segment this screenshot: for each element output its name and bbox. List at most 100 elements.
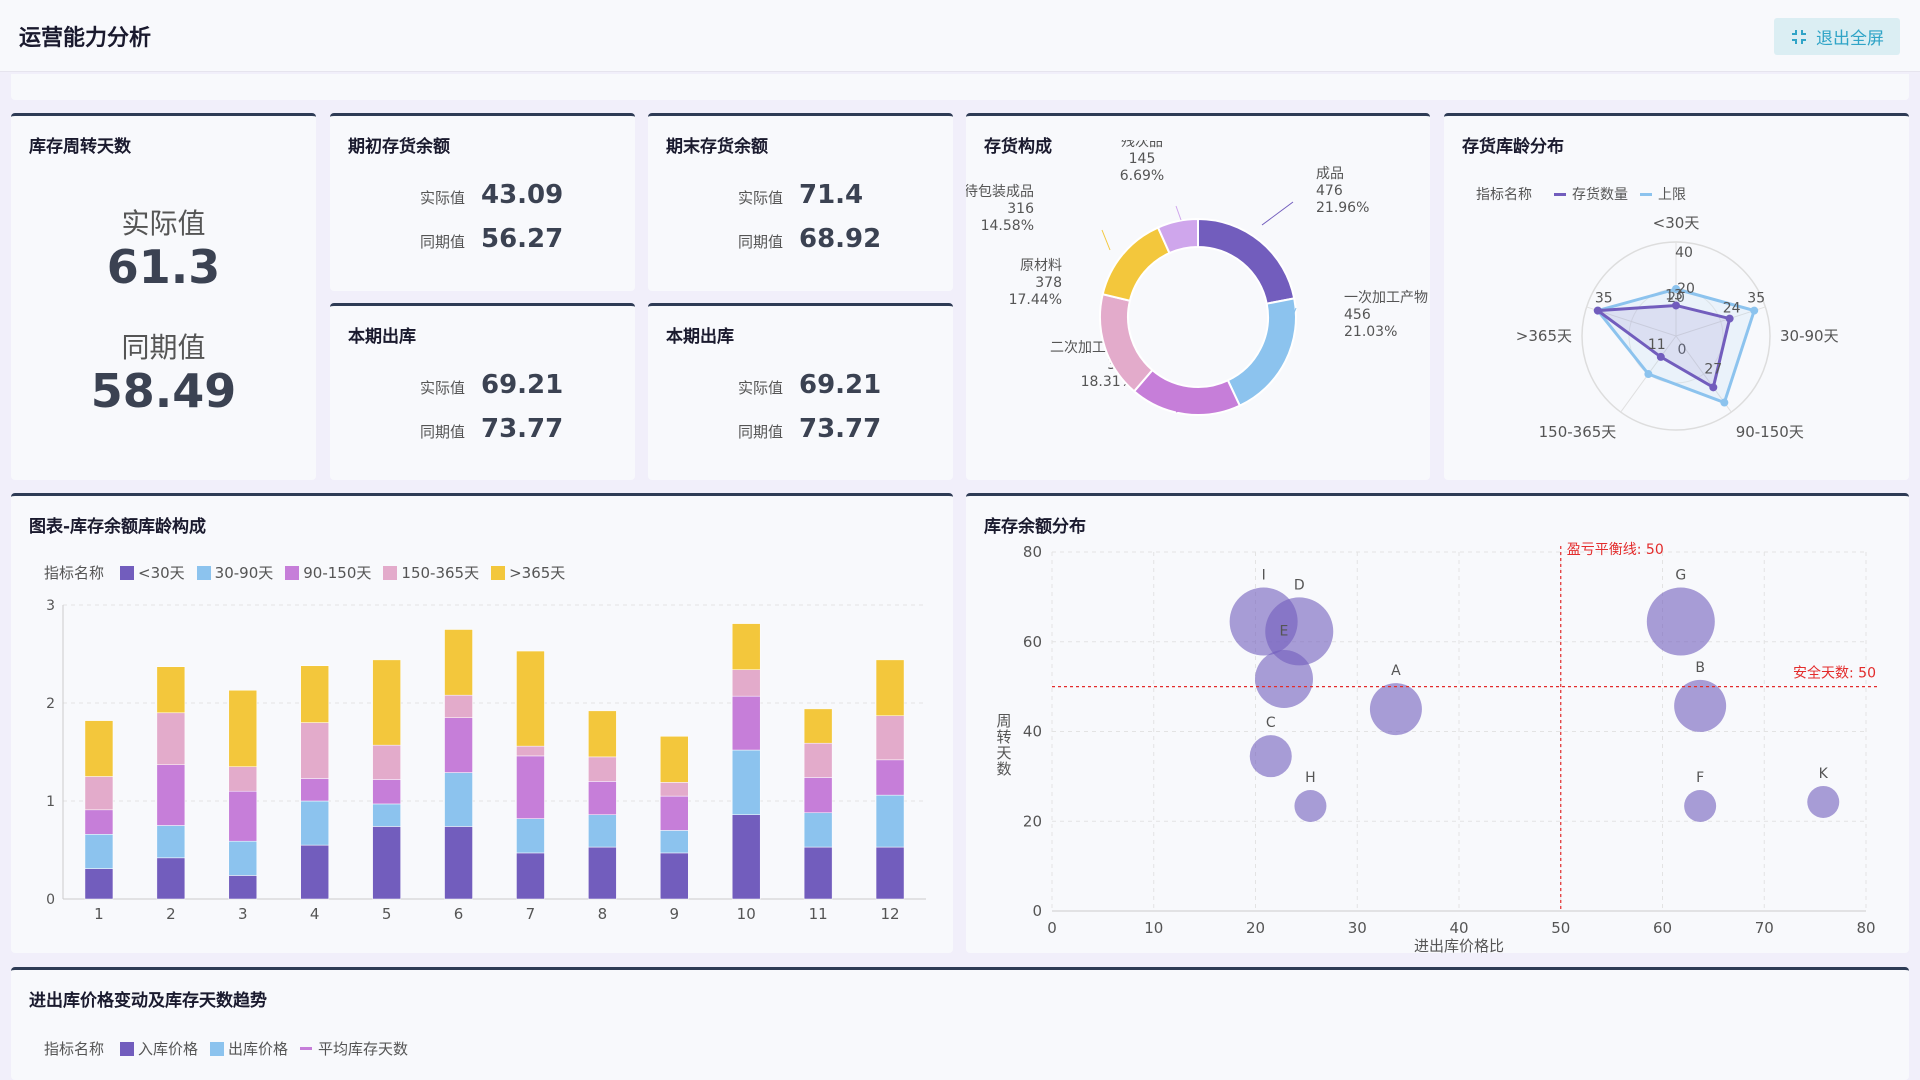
legend-item[interactable]: 出库价格 bbox=[210, 1038, 288, 1059]
bubble bbox=[1807, 785, 1840, 818]
y-tick-label: 1 bbox=[46, 794, 55, 810]
kpi-card: 本期出库 实际值 69.21 同期值 73.77 bbox=[648, 303, 953, 480]
legend-swatch-icon bbox=[383, 565, 398, 580]
bar-segment bbox=[660, 852, 689, 900]
legend-item[interactable]: <30天 bbox=[120, 562, 185, 583]
safety-days-label: 安全天数: 50 bbox=[1793, 665, 1876, 682]
y-tick-label: 40 bbox=[1023, 723, 1042, 741]
radar-axis-label: <30天 bbox=[1653, 214, 1700, 232]
x-tick-label: 3 bbox=[238, 905, 248, 923]
kpi-prior-label: 同期值 bbox=[737, 233, 783, 251]
bubble bbox=[1249, 735, 1292, 778]
kpi-actual-value: 69.21 bbox=[481, 370, 564, 400]
x-tick-label: 60 bbox=[1653, 919, 1672, 937]
radar-axis-label: 150-365天 bbox=[1539, 423, 1617, 441]
legend-line-icon bbox=[300, 1047, 313, 1050]
kpi-prior-row: 同期值 68.92 bbox=[648, 224, 953, 254]
x-tick-label: 8 bbox=[598, 905, 608, 923]
donut-label-value: 316 bbox=[1007, 201, 1034, 217]
kpi-prior-value: 73.77 bbox=[799, 414, 882, 444]
donut-leader-line bbox=[1103, 299, 1107, 331]
donut-label-value: 476 bbox=[1316, 183, 1343, 199]
bar-segment bbox=[228, 766, 258, 792]
x-axis-title: 进出库价格比 bbox=[1414, 937, 1504, 955]
radar-point bbox=[1644, 370, 1653, 379]
x-tick-label: 30 bbox=[1348, 919, 1367, 937]
radar-axis-label: 30-90天 bbox=[1780, 327, 1839, 345]
trend-card: 进出库价格变动及库存天数趋势 指标名称 入库价格 出库价格 平均库存天数 bbox=[11, 967, 1909, 1080]
bar-segment bbox=[228, 690, 258, 767]
kpi-prior-row: 同期值 73.77 bbox=[648, 414, 953, 444]
bar-segment bbox=[156, 712, 186, 765]
x-tick-label: 11 bbox=[809, 905, 828, 923]
x-tick-label: 20 bbox=[1246, 919, 1265, 937]
bar-segment bbox=[516, 745, 545, 757]
y-tick-label: 0 bbox=[46, 892, 55, 908]
bar-segment bbox=[731, 814, 761, 900]
bubble-label: G bbox=[1675, 568, 1686, 584]
bar-segment bbox=[660, 795, 689, 831]
bubble-label: H bbox=[1305, 770, 1316, 786]
bubble bbox=[1674, 679, 1727, 732]
y-axis-title: 周转天数 bbox=[996, 712, 1011, 778]
bubble-label: E bbox=[1280, 623, 1289, 639]
composition-donut-chart: 成品47621.96%一次加工产物45621.03%二次加工产物39718.31… bbox=[966, 140, 1428, 416]
radar-point bbox=[1656, 352, 1665, 361]
bar-segment bbox=[156, 764, 186, 826]
bar-segment bbox=[516, 852, 545, 900]
composition-title: 存货构成 bbox=[984, 137, 1052, 157]
legend-swatch-icon bbox=[210, 1041, 225, 1056]
age-dist-card: 存货库龄分布 指标名称 存货数量 上限 40 20 0 <30天 30-90天 90-15… bbox=[1444, 113, 1909, 480]
donut-slice bbox=[1197, 217, 1296, 305]
bubble-label: C bbox=[1266, 715, 1276, 731]
kpi-actual-value: 43.09 bbox=[481, 180, 564, 210]
kpi-actual-label: 实际值 bbox=[419, 379, 465, 397]
kpi-card: 期末存货余额 实际值 71.4 同期值 68.92 bbox=[648, 113, 953, 291]
legend-item[interactable]: 入库价格 bbox=[120, 1038, 198, 1059]
turnover-card: 库存周转天数 实际值 61.3 同期值 58.49 bbox=[11, 113, 316, 480]
x-tick-label: 10 bbox=[737, 905, 756, 923]
legend-item[interactable]: 150-365天 bbox=[383, 562, 479, 583]
bar-segment bbox=[444, 694, 473, 718]
bar-segment bbox=[588, 814, 617, 848]
bar-segment bbox=[300, 844, 329, 900]
bubble-label: D bbox=[1294, 577, 1305, 593]
legend-item[interactable]: 上限 bbox=[1640, 184, 1686, 204]
turnover-actual-value: 61.3 bbox=[106, 240, 221, 294]
radar-value-label: 11 bbox=[1648, 337, 1666, 353]
legend-label: 入库价格 bbox=[138, 1040, 199, 1058]
x-tick-label: 5 bbox=[382, 905, 392, 923]
donut-slice bbox=[1226, 297, 1297, 407]
legend-item[interactable]: >365天 bbox=[491, 562, 565, 583]
legend-item[interactable]: 平均库存天数 bbox=[300, 1038, 408, 1059]
legend-swatch-icon bbox=[120, 565, 135, 580]
legend-label: 存货数量 bbox=[1572, 187, 1628, 203]
radar-value-label: 35 bbox=[1747, 291, 1765, 307]
x-tick-label: 4 bbox=[310, 905, 320, 923]
bar-segment bbox=[444, 717, 473, 773]
legend-item[interactable]: 存货数量 bbox=[1554, 184, 1628, 204]
filter-strip bbox=[11, 74, 1909, 100]
bubble bbox=[1265, 597, 1334, 666]
donut-label-name: 待包装成品 bbox=[966, 184, 1034, 200]
bubble-label: A bbox=[1391, 663, 1401, 679]
bar-segment bbox=[875, 759, 905, 796]
bar-segment bbox=[444, 826, 473, 900]
kpi-card: 本期出库 实际值 69.21 同期值 73.77 bbox=[330, 303, 635, 480]
legend-label: 150-365天 bbox=[401, 564, 480, 582]
kpi-actual-row: 实际值 71.4 bbox=[648, 180, 953, 210]
y-tick-label: 60 bbox=[1023, 633, 1042, 651]
donut-label-pct: 14.58% bbox=[981, 218, 1034, 234]
legend-title: 指标名称 bbox=[1476, 187, 1532, 203]
bar-segment bbox=[300, 778, 329, 802]
kpi-actual-row: 实际值 43.09 bbox=[330, 180, 635, 210]
legend-line-icon bbox=[1554, 192, 1566, 196]
legend-item[interactable]: 90-150天 bbox=[285, 562, 371, 583]
radar-point bbox=[1672, 285, 1680, 293]
exit-fullscreen-button[interactable]: 退出全屏 bbox=[1774, 18, 1900, 55]
trend-legend: 指标名称 入库价格 出库价格 平均库存天数 bbox=[44, 1038, 412, 1059]
legend-item[interactable]: 30-90天 bbox=[196, 562, 273, 583]
bar-segment bbox=[803, 742, 833, 778]
donut-slice bbox=[1101, 226, 1171, 302]
